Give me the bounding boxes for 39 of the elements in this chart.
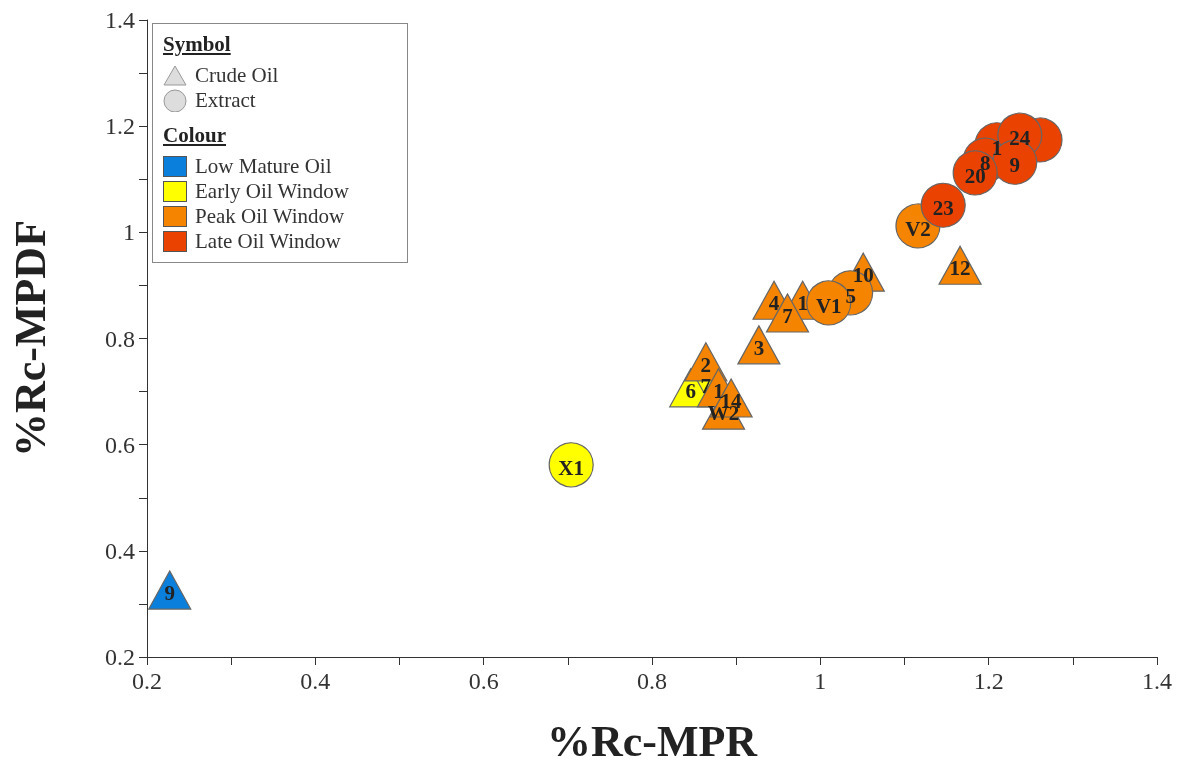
y-tick-label: 0.8 (105, 325, 135, 352)
annotation: 7 (782, 304, 793, 329)
legend-label: Peak Oil Window (195, 204, 345, 229)
annotation: 4 (768, 291, 780, 316)
y-tick-label: 1.2 (105, 113, 135, 140)
legend-label: Late Oil Window (195, 229, 341, 254)
annotation: 12 (949, 256, 971, 281)
annotation: 23 (932, 196, 954, 221)
annotation: Crude Oil (195, 63, 279, 88)
x-tick-label: 0.8 (637, 668, 667, 694)
y-tick-label: 0.4 (105, 537, 135, 564)
x-tick-label: 0.4 (300, 668, 331, 694)
x-tick-label: 0.6 (468, 668, 499, 694)
point (148, 570, 192, 610)
point (737, 325, 781, 365)
x-tick-label: 1 (814, 668, 827, 694)
x-tick-label: 1.4 (1142, 668, 1172, 694)
legend-label: Early Oil Window (195, 179, 349, 204)
annotation: 3 (753, 335, 765, 360)
y-tick-label: 1 (123, 219, 135, 246)
annotation: V1 (815, 293, 842, 318)
y-tick-label: 0.6 (105, 431, 135, 458)
legend-title: Colour (163, 123, 227, 148)
annotation: V2 (905, 216, 931, 241)
annotation: Extract (195, 88, 256, 113)
annotation: X1 (558, 455, 585, 480)
annotation: 5 (845, 283, 856, 308)
y-tick-label: 1.4 (105, 7, 135, 33)
annotation: 1 (797, 291, 808, 316)
x-axis-title: %Rc-MPR (546, 716, 759, 766)
y-axis-title: %Rc-MPDF (5, 219, 55, 458)
annotation: Symbol (163, 32, 232, 57)
y-tick-label: 0.2 (105, 644, 135, 670)
annotation: 24 (1009, 126, 1031, 151)
annotation: 9 (164, 581, 175, 606)
legend-label: Low Mature Oil (195, 154, 332, 179)
annotation: 9 (1009, 153, 1021, 178)
x-tick-label: 0.2 (132, 668, 162, 694)
x-tick-label: 1.2 (973, 668, 1004, 694)
